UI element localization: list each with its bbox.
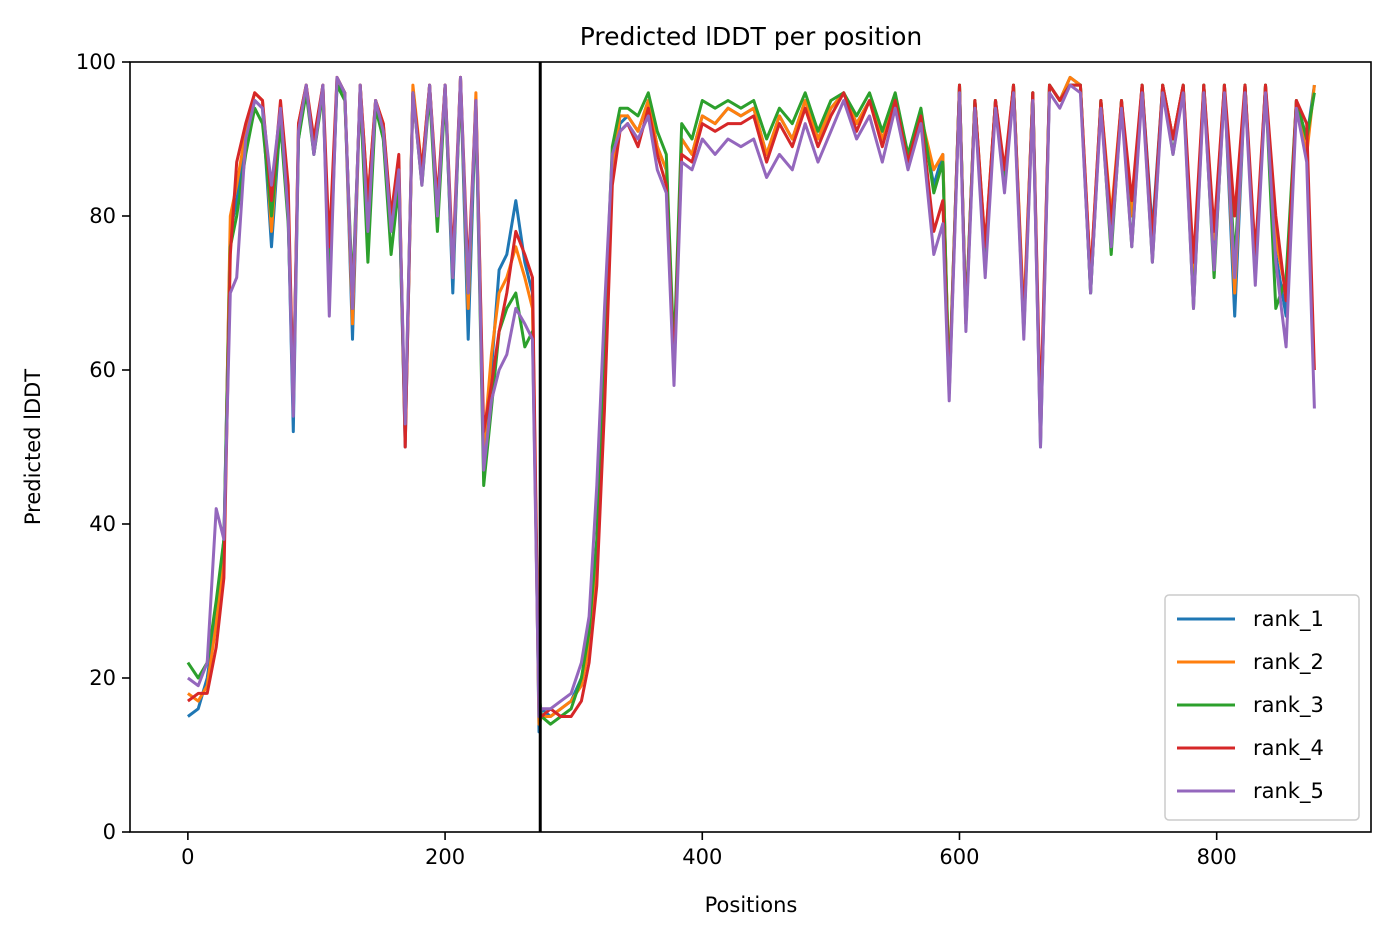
- series-line-rank_5: [187, 75, 1316, 718]
- x-tick-label: 400: [682, 845, 722, 869]
- x-axis-label: Positions: [705, 893, 798, 917]
- y-tick-label: 20: [89, 666, 116, 690]
- legend-label-rank_1: rank_1: [1253, 607, 1324, 632]
- plot-frame: [129, 61, 1372, 833]
- y-tick-label: 100: [76, 50, 116, 74]
- legend-box: [1164, 594, 1360, 821]
- x-tick-label: 800: [1197, 845, 1237, 869]
- y-tick-label: 40: [89, 512, 116, 536]
- x-tick-label: 600: [939, 845, 979, 869]
- legend-label-rank_5: rank_5: [1253, 779, 1324, 804]
- y-axis-label: Predicted lDDT: [21, 369, 45, 525]
- x-tick-label: 200: [425, 845, 465, 869]
- x-tick-label: 0: [181, 845, 194, 869]
- y-axis: 0 20 40 60 80 100: [76, 50, 130, 844]
- y-tick-label: 60: [89, 358, 116, 382]
- legend-label-rank_4: rank_4: [1253, 736, 1324, 761]
- legend-label-rank_2: rank_2: [1253, 650, 1324, 675]
- y-tick-label: 80: [89, 204, 116, 228]
- legend-label-rank_3: rank_3: [1253, 693, 1324, 718]
- x-axis: 0 200 400 600 800: [181, 832, 1237, 869]
- legend: rank_1 rank_2 rank_3 rank_4 rank_5: [1164, 594, 1360, 821]
- y-tick-label: 0: [103, 820, 116, 844]
- chart-title: Predicted lDDT per position: [580, 22, 922, 51]
- plot-lines: [186, 75, 1316, 734]
